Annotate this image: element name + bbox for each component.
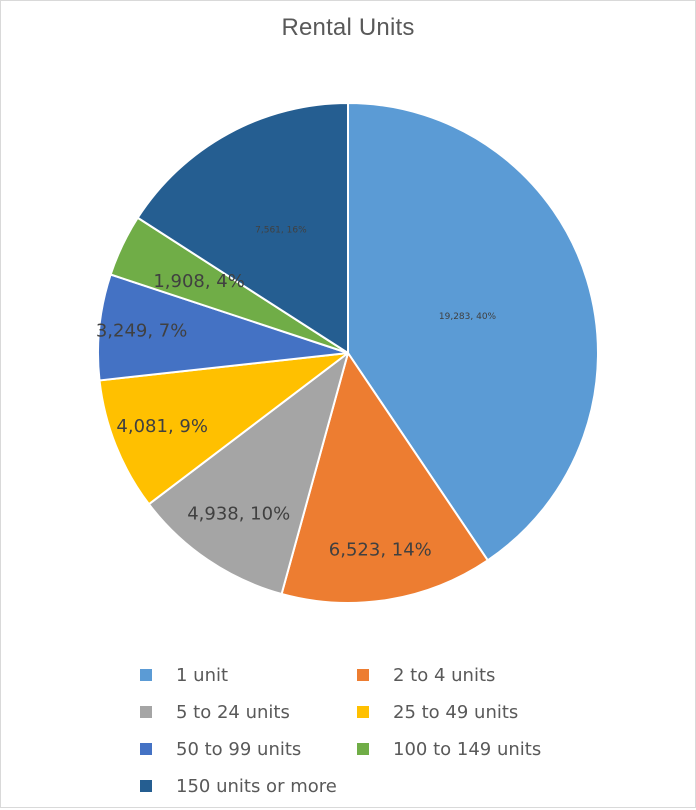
legend-item-50-to-99-units: 50 to 99 units (140, 737, 301, 761)
data-label: 4,938, 10% (187, 504, 290, 525)
legend-swatch (357, 706, 369, 718)
pie-slice-25-to-49-units (98, 352, 349, 506)
pie-slice-150-units-or-more (136, 102, 349, 354)
legend-item-2-to-4-units: 2 to 4 units (357, 663, 495, 687)
data-label: 7,561, 16% (255, 226, 307, 236)
legend-item-5-to-24-units: 5 to 24 units (140, 700, 290, 724)
legend-item-25-to-49-units: 25 to 49 units (357, 700, 518, 724)
data-label: 3,249, 7% (96, 320, 188, 341)
legend-label: 150 units or more (176, 775, 337, 797)
legend-item-1-unit: 1 unit (140, 663, 228, 687)
data-label: 6,523, 14% (329, 539, 432, 560)
data-label: 4,081, 9% (116, 416, 208, 437)
pie-slice-1-unit (347, 102, 599, 562)
legend-item-150-units-or-more: 150 units or more (140, 774, 337, 798)
legend-label: 100 to 149 units (393, 738, 542, 760)
legend-label: 50 to 99 units (176, 738, 302, 760)
legend-label: 2 to 4 units (393, 664, 496, 686)
data-label: 1,908, 4% (153, 271, 245, 292)
legend-label: 25 to 49 units (393, 701, 519, 723)
pie-slice-50-to-99-units (97, 273, 349, 382)
legend-item-100-to-149-units: 100 to 149 units (357, 737, 541, 761)
legend-label: 5 to 24 units (176, 701, 290, 723)
legend-swatch (357, 743, 369, 755)
legend-swatch (140, 706, 152, 718)
data-label: 19,283, 40% (439, 312, 497, 322)
legend-swatch (140, 780, 152, 792)
legend-swatch (140, 743, 152, 755)
legend-label: 1 unit (176, 664, 229, 686)
legend-swatch (140, 669, 152, 681)
pie-slice-5-to-24-units (147, 352, 349, 596)
pie-slice-2-to-4-units (280, 352, 489, 604)
legend-swatch (357, 669, 369, 681)
chart-title: Rental Units (281, 14, 415, 41)
